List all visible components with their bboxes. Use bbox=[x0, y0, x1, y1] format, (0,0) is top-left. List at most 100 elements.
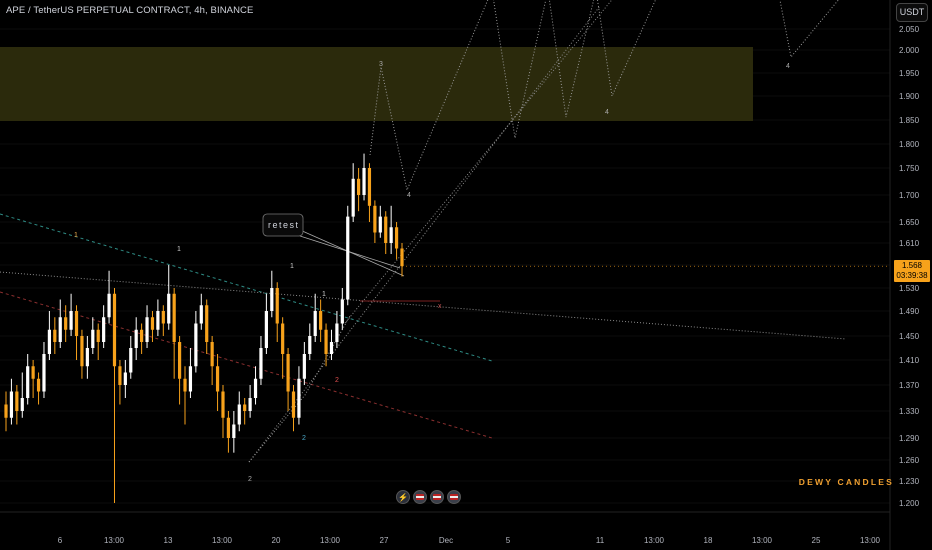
price-axis[interactable]: 2.050 2.000 1.950 1.900 1.850 1.800 1.750 1.700… bbox=[899, 25, 920, 508]
time-tick-label: Dec bbox=[439, 536, 453, 545]
candle-body bbox=[319, 311, 323, 330]
candle-body bbox=[270, 288, 274, 311]
candle-body bbox=[167, 293, 171, 324]
candle-body bbox=[389, 227, 393, 243]
candle-body bbox=[96, 329, 100, 342]
candle-body bbox=[85, 348, 89, 367]
time-tick-label: 18 bbox=[704, 536, 713, 545]
price-tick-label: 1.650 bbox=[899, 218, 920, 227]
candle-body bbox=[69, 311, 73, 330]
candle-body bbox=[243, 404, 247, 411]
candle-body bbox=[302, 354, 306, 379]
time-tick-label: 27 bbox=[380, 536, 389, 545]
candle-body bbox=[346, 216, 350, 300]
candle-body bbox=[335, 323, 339, 342]
red-trend-line bbox=[0, 291, 493, 439]
wave-label: 2 bbox=[302, 435, 306, 442]
time-axis[interactable]: 6 13:00 13 13:00 20 13:00 27 Dec 5 11 13:00 18 13:00… bbox=[58, 536, 881, 545]
candle-body bbox=[150, 317, 155, 330]
candle-body bbox=[297, 378, 301, 418]
candle-body bbox=[264, 311, 268, 348]
candles bbox=[4, 153, 890, 503]
last-price-tag: 1.568 03:39:38 bbox=[894, 260, 930, 282]
price-tick-label: 1.850 bbox=[899, 116, 920, 125]
bottom-icons: ⚡ bbox=[396, 490, 461, 504]
candle-body bbox=[107, 293, 111, 318]
wave-label: 2 bbox=[248, 476, 252, 483]
candle-body bbox=[362, 168, 366, 195]
candle-body bbox=[324, 329, 328, 354]
candle-body bbox=[394, 227, 399, 249]
watermark: DEWY CANDLES bbox=[798, 477, 894, 487]
price-tick-label: 1.750 bbox=[899, 164, 920, 173]
candle-body bbox=[4, 404, 8, 418]
candle-body bbox=[205, 305, 209, 342]
candle-body bbox=[118, 366, 122, 385]
wave-label: 1 bbox=[290, 263, 294, 270]
candle-body bbox=[177, 342, 182, 379]
candle-body bbox=[20, 398, 24, 411]
flag-icon[interactable] bbox=[413, 490, 427, 504]
wave-label: 2 bbox=[335, 377, 339, 384]
candle-body bbox=[15, 391, 19, 411]
price-tick-label: 1.230 bbox=[899, 477, 920, 486]
price-tick-label: 1.700 bbox=[899, 191, 920, 200]
retest-callout[interactable]: retest bbox=[262, 213, 304, 237]
candle-body bbox=[281, 323, 285, 354]
wave-label: 3 bbox=[379, 61, 383, 68]
symbol-header[interactable]: APE / TetherUS PERPETUAL CONTRACT, 4h, B… bbox=[6, 5, 254, 16]
candle-body bbox=[275, 288, 279, 324]
resistance-zone bbox=[0, 47, 753, 121]
candle-body bbox=[91, 329, 95, 348]
trend-lines bbox=[0, 0, 847, 463]
candle-body bbox=[134, 329, 138, 348]
candle-body bbox=[367, 168, 372, 206]
candle-body bbox=[9, 391, 14, 418]
wave-label: 4 bbox=[786, 63, 790, 70]
candle-body bbox=[36, 378, 41, 392]
price-tick-label: 1.260 bbox=[899, 456, 920, 465]
price-tick-label: 1.950 bbox=[899, 69, 920, 78]
price-tick-label: 1.610 bbox=[899, 239, 920, 248]
currency-button[interactable]: USDT bbox=[896, 3, 928, 22]
time-tick-label: 5 bbox=[506, 536, 511, 545]
candle-body bbox=[400, 248, 404, 267]
last-price-value: 1.568 bbox=[901, 261, 923, 270]
candle-body bbox=[329, 342, 334, 354]
wave-label: x bbox=[438, 303, 442, 310]
candle-body bbox=[357, 178, 361, 195]
candle-body bbox=[102, 317, 106, 342]
lightning-icon[interactable]: ⚡ bbox=[396, 490, 410, 504]
candle-body bbox=[42, 354, 46, 392]
candle-body bbox=[237, 404, 241, 425]
time-tick-label: 13 bbox=[164, 536, 173, 545]
candle-body bbox=[253, 378, 258, 398]
price-tick-label: 1.490 bbox=[899, 307, 920, 316]
candle-body bbox=[64, 317, 68, 330]
candle-body bbox=[156, 311, 160, 330]
time-tick-label: 13:00 bbox=[104, 536, 125, 545]
candle-body bbox=[259, 348, 263, 379]
price-tick-label: 1.370 bbox=[899, 381, 920, 390]
grey-trend-line bbox=[0, 271, 847, 340]
candle-body bbox=[340, 299, 344, 324]
price-tick-label: 1.290 bbox=[899, 434, 920, 443]
price-tick-label: 2.000 bbox=[899, 46, 920, 55]
time-tick-label: 13:00 bbox=[644, 536, 665, 545]
wave-label: 4 bbox=[605, 109, 609, 116]
time-tick-label: 6 bbox=[58, 536, 63, 545]
candle-body bbox=[74, 311, 79, 336]
candle-body bbox=[145, 317, 149, 342]
time-tick-label: 13:00 bbox=[860, 536, 881, 545]
flag-icon[interactable] bbox=[430, 490, 444, 504]
candle-body bbox=[53, 329, 57, 342]
candle-body bbox=[80, 336, 84, 367]
candle-body bbox=[26, 366, 30, 398]
candle-body bbox=[129, 348, 133, 373]
candle-body bbox=[161, 311, 165, 324]
candle-body bbox=[215, 366, 220, 392]
candle-body bbox=[123, 372, 127, 385]
flag-icon[interactable] bbox=[447, 490, 461, 504]
candle-body bbox=[291, 391, 296, 418]
